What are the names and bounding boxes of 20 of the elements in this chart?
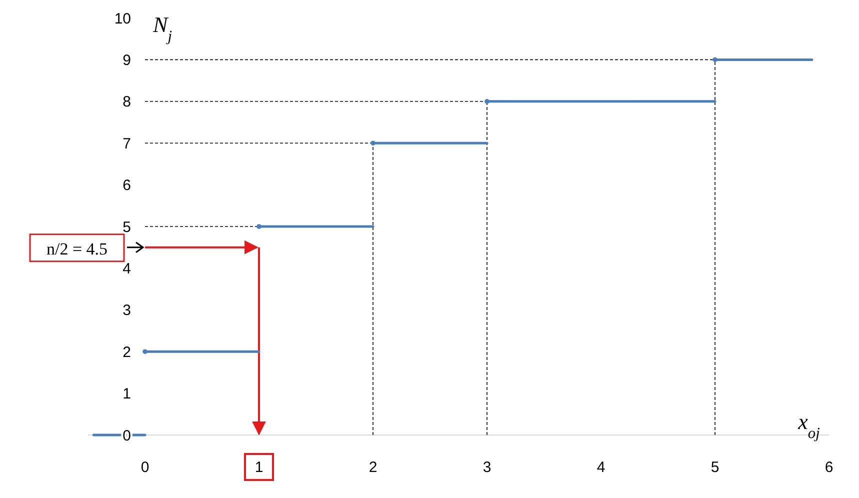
x-tick-label: 3 <box>482 459 492 476</box>
y-tick-label: 8 <box>122 94 131 111</box>
x-tick-label: 2 <box>368 459 378 476</box>
y-tick-label: 5 <box>122 218 131 236</box>
y-tick-label: 4 <box>122 260 131 278</box>
ref-line-label: n/2 = 4.5 <box>46 239 108 258</box>
x-tick-label: 0 <box>140 459 150 476</box>
x-tick-label: 6 <box>824 459 834 476</box>
x-tick-label: 4 <box>596 459 606 476</box>
y-axis-title: N$_{j}$ <box>152 12 172 44</box>
y-tick-label: 9 <box>122 52 131 69</box>
y-tick-label: 6 <box>122 177 131 194</box>
x-axis-title: x$_{oj}$ <box>797 409 820 442</box>
y-tick-label: 3 <box>122 302 131 320</box>
x-tick-label: 1 <box>254 459 264 476</box>
x-tick-label: 5 <box>710 459 720 476</box>
y-tick-label: 10 <box>114 10 131 28</box>
y-tick-label: 1 <box>122 386 131 403</box>
y-tick-label: 7 <box>122 135 131 152</box>
y-tick-label: 2 <box>122 344 131 361</box>
